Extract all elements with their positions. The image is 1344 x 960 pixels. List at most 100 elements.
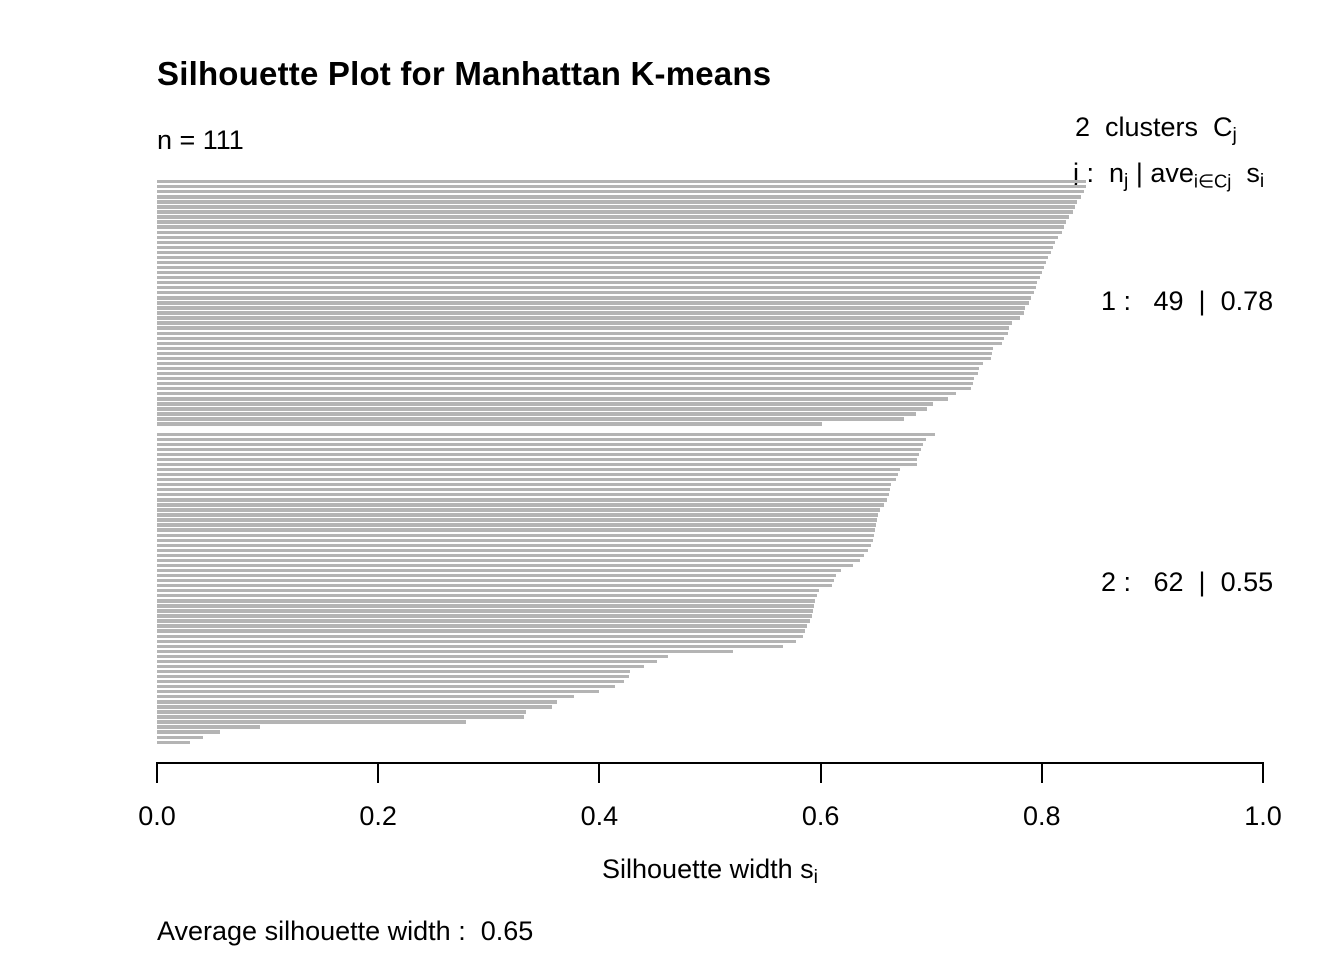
legend-clusters-text: 2 clusters C	[1075, 112, 1233, 142]
silhouette-bar	[157, 528, 875, 532]
silhouette-bar	[157, 306, 1026, 310]
silhouette-bar	[157, 740, 191, 744]
silhouette-bar	[157, 614, 812, 618]
silhouette-bar	[157, 685, 615, 689]
silhouette-bar	[157, 255, 1049, 260]
silhouette-bar	[157, 180, 1087, 184]
silhouette-bar	[157, 190, 1084, 194]
silhouette-bar	[157, 407, 927, 411]
silhouette-bar	[157, 321, 1012, 325]
silhouette-bar	[157, 563, 853, 568]
silhouette-bar	[157, 664, 644, 669]
silhouette-bar	[157, 447, 922, 452]
silhouette-bar	[157, 382, 974, 386]
silhouette-bar	[157, 245, 1053, 250]
legend-formula-line: j : nj | avei∈Cj si	[1073, 158, 1264, 193]
silhouette-bar	[157, 301, 1029, 305]
x-axis-tick-label: 0.6	[801, 801, 840, 831]
silhouette-bar	[157, 654, 668, 659]
silhouette-bar	[157, 316, 1020, 320]
silhouette-bar	[157, 730, 221, 734]
x-axis-line	[157, 762, 1264, 764]
silhouette-bar	[157, 240, 1056, 244]
silhouette-bar	[157, 356, 991, 361]
legend-formula-part1: j : n	[1073, 158, 1125, 188]
silhouette-bar	[157, 210, 1073, 214]
silhouette-bar	[157, 200, 1078, 204]
silhouette-bar	[157, 361, 984, 366]
silhouette-bar	[157, 634, 803, 638]
silhouette-bar	[157, 387, 972, 391]
silhouette-bar	[157, 195, 1081, 199]
silhouette-bar	[157, 376, 975, 381]
silhouette-bar	[157, 669, 631, 674]
x-axis-tick-label: 0.8	[1023, 801, 1061, 831]
silhouette-bar	[157, 503, 884, 507]
x-axis-tick-mark	[377, 762, 380, 783]
silhouette-bar	[157, 513, 879, 517]
n-observations-label: n = 111	[157, 125, 244, 155]
silhouette-bar	[157, 533, 874, 537]
silhouette-bar	[157, 275, 1040, 280]
silhouette-bar	[157, 366, 979, 371]
silhouette-bar	[157, 397, 948, 401]
silhouette-bar	[157, 690, 600, 694]
silhouette-bar	[157, 346, 994, 351]
silhouette-bar	[157, 609, 813, 613]
silhouette-bar	[157, 220, 1067, 224]
silhouette-bar	[157, 402, 934, 406]
silhouette-bar	[157, 695, 574, 699]
silhouette-bar	[157, 270, 1042, 275]
silhouette-bar	[157, 296, 1031, 300]
silhouette-bar	[157, 265, 1044, 270]
silhouette-bar	[157, 735, 204, 739]
silhouette-bar	[157, 185, 1087, 189]
silhouette-bar	[157, 225, 1064, 229]
silhouette-bar	[157, 467, 901, 472]
silhouette-bar	[157, 548, 869, 553]
silhouette-bar	[157, 422, 822, 426]
silhouette-bar	[157, 725, 260, 729]
silhouette-bar	[157, 336, 1005, 340]
silhouette-bar	[157, 417, 904, 421]
average-silhouette-width-label: Average silhouette width : 0.65	[157, 916, 534, 946]
x-axis-tick-label: 0.4	[580, 801, 619, 831]
silhouette-bar	[157, 452, 920, 457]
silhouette-bar	[157, 457, 917, 462]
silhouette-bar	[157, 462, 917, 467]
silhouette-bar	[157, 558, 861, 563]
silhouette-bar	[157, 260, 1047, 265]
silhouette-bar	[157, 679, 624, 684]
silhouette-bar	[157, 286, 1037, 290]
x-axis-title: Silhouette width si	[602, 854, 818, 889]
silhouette-bar	[157, 710, 527, 714]
silhouette-bar	[157, 437, 926, 441]
x-axis-tick-mark	[1040, 762, 1043, 783]
silhouette-bar	[157, 326, 1009, 330]
silhouette-bar	[157, 215, 1070, 219]
legend-formula-sub1: j	[1124, 169, 1129, 192]
silhouette-bar	[157, 584, 832, 588]
silhouette-bar	[157, 331, 1008, 335]
silhouette-bar	[157, 483, 892, 487]
silhouette-bar	[157, 629, 806, 633]
x-axis-tick-mark	[1262, 762, 1264, 783]
x-axis-tick-label: 0.0	[138, 801, 176, 831]
silhouette-bar	[157, 639, 797, 643]
cluster-2-stats: 2 : 62 | 0.55	[1101, 567, 1274, 597]
silhouette-bar	[157, 619, 810, 623]
silhouette-bar	[157, 538, 873, 542]
legend-formula-part2: | ave	[1128, 158, 1194, 188]
silhouette-bar	[157, 599, 816, 603]
cluster-1-stats: 1 : 49 | 0.78	[1101, 286, 1274, 316]
silhouette-bar	[157, 578, 834, 583]
silhouette-bar	[157, 715, 525, 719]
silhouette-bar	[157, 523, 876, 527]
silhouette-bar	[157, 604, 814, 608]
legend-formula-sub3: i	[1259, 169, 1265, 192]
silhouette-bar	[157, 700, 558, 704]
x-axis-tick-mark	[819, 762, 822, 783]
silhouette-bar	[157, 705, 552, 709]
x-axis-tick-label: 1.0	[1244, 801, 1282, 831]
